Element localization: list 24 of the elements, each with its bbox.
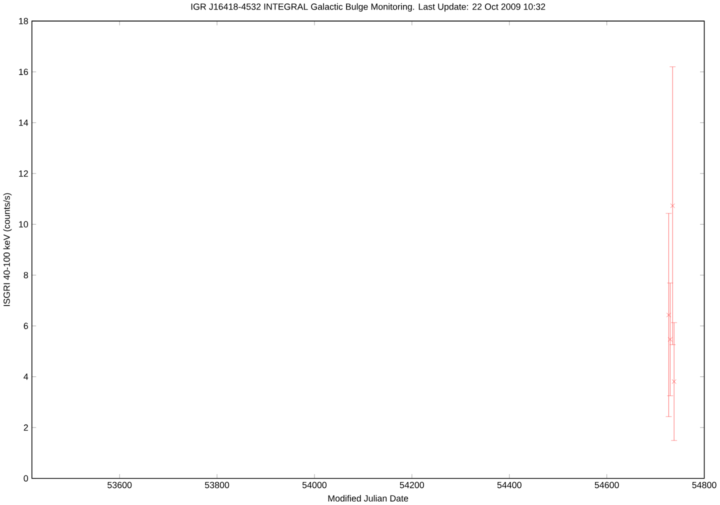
x-axis-title: Modified Julian Date: [328, 495, 408, 502]
y-tick-label: 0: [24, 475, 28, 482]
point: [670, 204, 675, 208]
y-axis-title: ISGRI 40-100 keV (counts/s): [3, 193, 12, 306]
y-tick-label: 6: [24, 322, 28, 330]
x-tick-label: 54800: [692, 482, 716, 488]
y-tick-label: 12: [19, 170, 28, 177]
x-tick-label: 54600: [594, 482, 619, 488]
y-tick-label: 16: [19, 68, 28, 76]
point: [672, 379, 676, 384]
y-tick-label: 18: [19, 18, 28, 24]
y-tick-label: 2: [24, 424, 28, 431]
chart-title: IGR J16418-4532 INTEGRAL Galactic Bulge Monitoring. Last Update: 22 Oct 2009 10:32: [191, 3, 546, 12]
x-tick-label: 53600: [108, 482, 132, 488]
x-tick-label: 54400: [497, 482, 522, 488]
y-tick-label: 8: [24, 272, 28, 278]
point: [666, 312, 672, 318]
y-tick-label: 14: [19, 120, 28, 126]
x-tick-label: 54000: [302, 482, 327, 488]
x-tick-label: 54200: [400, 482, 424, 488]
y-tick-label: 10: [19, 221, 28, 228]
y-tick-label: 4: [24, 374, 28, 380]
x-tick-label: 53800: [204, 482, 230, 488]
point: [668, 337, 672, 342]
